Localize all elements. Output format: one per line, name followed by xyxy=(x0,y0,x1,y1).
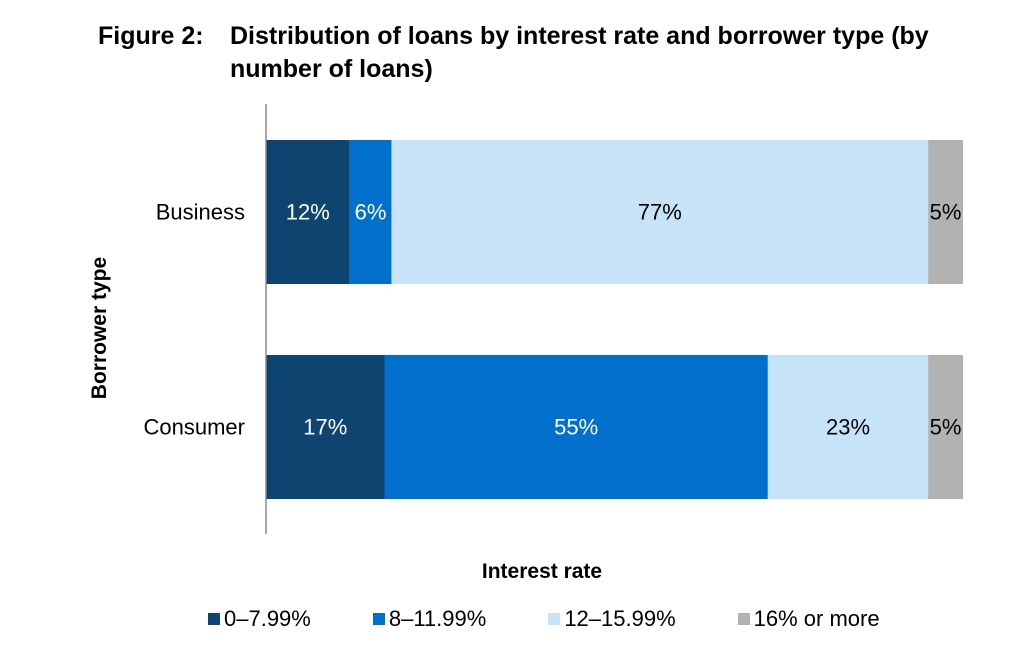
bar-business-series-0 xyxy=(266,140,350,284)
bar-consumer-series-1 xyxy=(384,355,768,499)
legend-swatch-2 xyxy=(548,613,561,625)
legend-label-0: 0–7.99% xyxy=(224,606,311,631)
bar-business-series-3 xyxy=(928,140,963,284)
data-label-business-series-2: 77% xyxy=(638,200,682,225)
legend-label-2: 12–15.99% xyxy=(564,606,676,631)
x-axis-title: Interest rate xyxy=(481,560,603,583)
bar-business-series-2 xyxy=(391,140,929,284)
bar-business-series-1 xyxy=(349,140,392,284)
legend-item-2: 12–15.99% xyxy=(548,606,676,632)
data-label-consumer-series-3: 5% xyxy=(930,415,962,440)
data-label-business-series-0: 12% xyxy=(286,200,330,225)
legend-swatch-1 xyxy=(372,613,385,625)
y-axis-title: Borrower type xyxy=(88,256,111,400)
figure-label: Figure 2: xyxy=(98,22,204,50)
bar-consumer-series-3 xyxy=(928,355,963,499)
legend-swatch-3 xyxy=(737,613,750,625)
legend-item-3: 16% or more xyxy=(737,606,880,632)
legend-item-1: 8–11.99% xyxy=(372,606,487,632)
legend-item-0: 0–7.99% xyxy=(208,606,311,632)
bar-consumer-series-2 xyxy=(767,355,929,499)
data-label-consumer-series-1: 55% xyxy=(554,415,598,440)
data-label-consumer-series-2: 23% xyxy=(826,415,870,440)
legend-swatch-0 xyxy=(208,613,220,625)
legend-label-3: 16% or more xyxy=(753,606,880,631)
y-tick-label-consumer: Consumer xyxy=(144,415,245,440)
y-tick-label-business: Business xyxy=(156,200,245,225)
legend: 0–7.99% 8–11.99% 12–15.99% 16% or more xyxy=(208,606,880,632)
legend-label-1: 8–11.99% xyxy=(388,606,487,631)
chart-title: Distribution of loans by interest rate a… xyxy=(230,22,929,83)
bar-consumer-series-0 xyxy=(266,355,385,499)
data-label-business-series-3: 5% xyxy=(930,200,962,225)
data-label-consumer-series-0: 17% xyxy=(303,415,347,440)
data-label-business-series-1: 6% xyxy=(355,200,387,225)
